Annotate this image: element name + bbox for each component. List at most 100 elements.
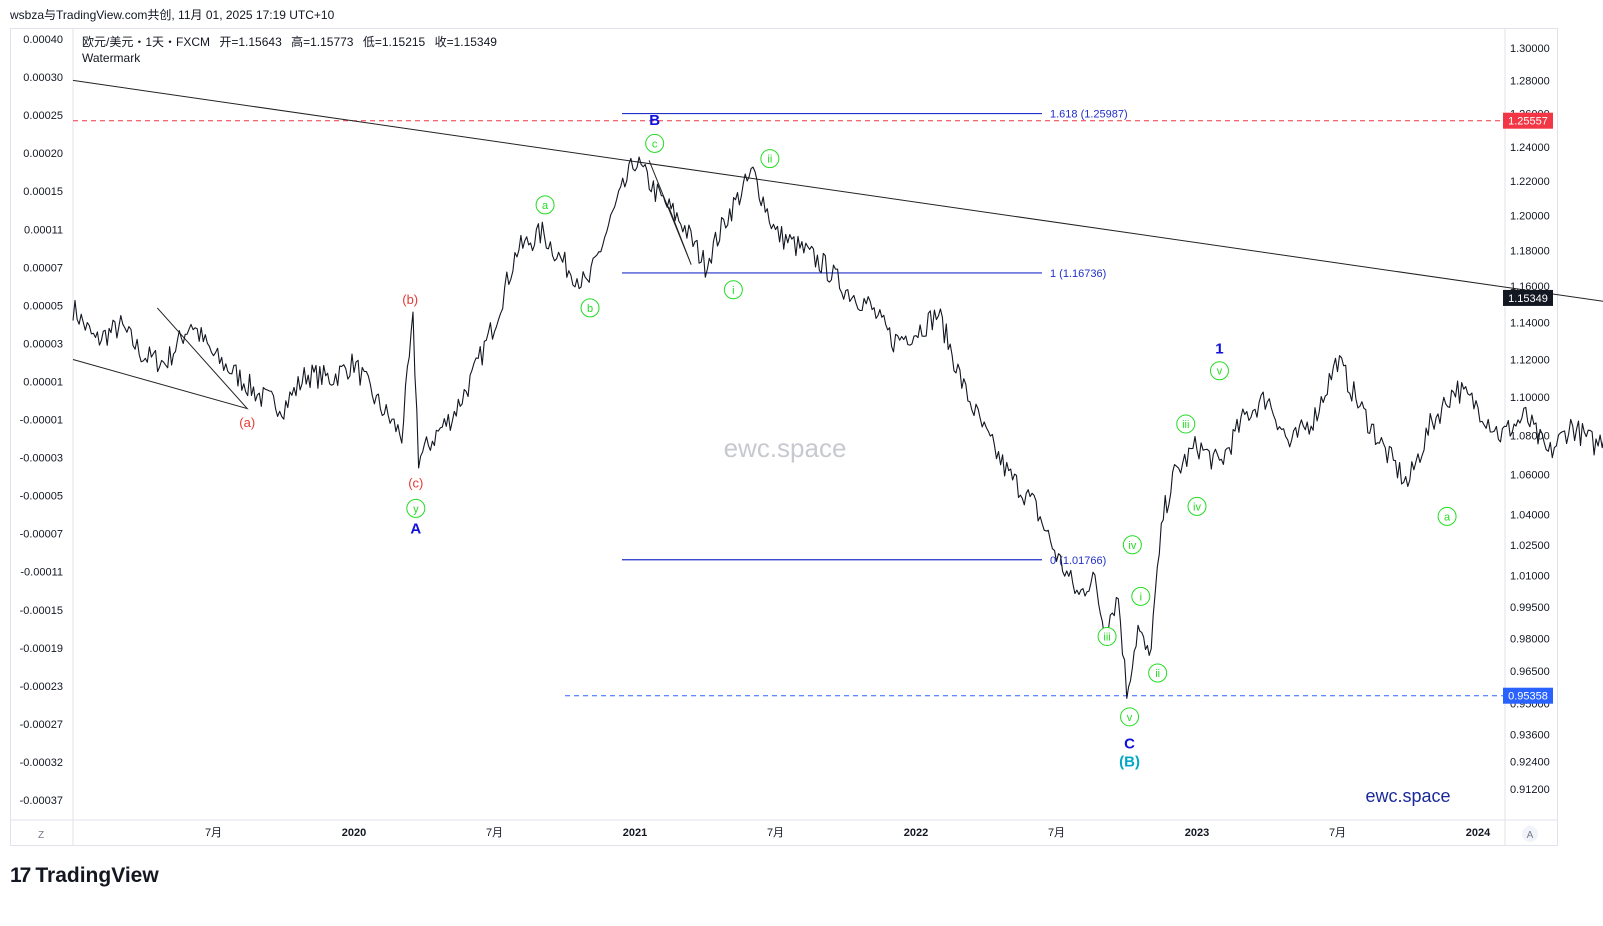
last-price-badge-bg — [1503, 289, 1553, 306]
center-watermark: ewc.space — [724, 433, 847, 463]
tradingview-brand-text: TradingView — [35, 864, 159, 887]
right-axis-tick-label: 0.92400 — [1510, 757, 1550, 769]
wave-label: y — [413, 503, 419, 515]
wave-label-circle — [406, 498, 426, 518]
left-axis-tick-label: 0.00005 — [23, 300, 63, 312]
support-price-badge-bg — [1503, 687, 1553, 704]
left-axis-tick-label: 0.00007 — [23, 262, 63, 274]
right-axis-tick-label: 1.04000 — [1510, 509, 1550, 521]
left-axis-tick-label: -0.00027 — [20, 719, 63, 731]
left-axis-tick-label: -0.00003 — [20, 453, 63, 465]
wave-label-circle — [1437, 506, 1457, 526]
fib-level-label: 0 (1.01766) — [1050, 555, 1106, 567]
left-axis-tick-label: -0.00015 — [20, 605, 63, 617]
left-axis-tick-label: -0.00032 — [20, 757, 63, 769]
wave-labels: (a)(b)(c)yAabcBiiiiviiiiiivC(B)iviiiv1ab… — [239, 112, 1457, 771]
right-axis-tick-label: 1.14000 — [1510, 318, 1550, 330]
time-axis-tick-label: 7月 — [1048, 827, 1065, 839]
time-axis-tick-label: 2020 — [342, 827, 366, 839]
wave-label: a — [542, 200, 549, 212]
symbol-high: 高=1.15773 — [291, 35, 354, 49]
left-axis-tick-label: -0.00019 — [20, 643, 63, 655]
wave-label: iii — [1103, 631, 1110, 643]
wave-label-circle — [1120, 707, 1140, 727]
right-axis-tick-label: 0.99500 — [1510, 602, 1550, 614]
right-axis-tick-label: 1.01000 — [1510, 571, 1550, 583]
symbol-open: 开=1.15643 — [219, 35, 282, 49]
right-axis-tick-label: 1.30000 — [1510, 43, 1550, 55]
left-axis-tick-label: 0.00040 — [23, 34, 63, 46]
wave-label: (b) — [402, 292, 418, 307]
right-axis-tick-label: 1.08000 — [1510, 431, 1550, 443]
left-axis-tick-label: 0.00003 — [23, 338, 63, 350]
tradingview-logo-icon: 17 — [10, 864, 31, 887]
wave-label: i — [1140, 591, 1142, 603]
wave-label-circle — [760, 149, 780, 169]
watermark-label: Watermark — [82, 51, 141, 65]
wave-label-circle — [535, 195, 555, 215]
right-axis-tick-label: 1.06000 — [1510, 470, 1550, 482]
wave-label: a — [1444, 511, 1451, 523]
wave-label: iv — [1193, 501, 1201, 513]
a-button[interactable]: A — [1522, 826, 1538, 842]
resistance-price-badge: 1.25557 — [1508, 116, 1548, 128]
wave-label: (B) — [1119, 754, 1140, 771]
right-axis-tick-label: 0.96500 — [1510, 666, 1550, 678]
wave-label-circle — [1097, 626, 1117, 646]
left-axis-tick-label: -0.00023 — [20, 681, 63, 693]
right-axis-tick-label: 1.18000 — [1510, 245, 1550, 257]
fib-level-label: 1.618 (1.25987) — [1050, 109, 1128, 121]
wave-label: C — [1124, 736, 1135, 753]
wave-channel — [648, 160, 692, 265]
wave-label: B — [649, 112, 660, 129]
a-button-label: A — [1527, 830, 1534, 841]
left-axis-tick-label: 0.00025 — [23, 110, 63, 122]
symbol-legend: 欧元/美元・1天・FXCM 开=1.15643 高=1.15773 低=1.15… — [82, 33, 503, 50]
price-series — [72, 156, 1603, 699]
time-axis-tick-label: 7月 — [486, 827, 503, 839]
wave-label: c — [652, 138, 658, 150]
brand-corner: ewc.space — [1365, 786, 1450, 806]
right-axis-tick-label: 0.98000 — [1510, 634, 1550, 646]
time-axis-tick-label: 7月 — [205, 827, 222, 839]
wave-label: v — [1217, 366, 1223, 378]
left-axis-tick-label: -0.00037 — [20, 795, 63, 807]
level-lines: 1.618 (1.25987) 1 (1.16736) 0 (1.01766) — [73, 109, 1505, 697]
right-axis-tick-label: 0.93600 — [1510, 730, 1550, 742]
wave-label: 1 — [1215, 340, 1223, 357]
left-axis-tick-label: -0.00007 — [20, 529, 63, 541]
snapshot-header: wsbza与TradingView.com共创, 11月 01, 2025 17… — [10, 8, 335, 22]
left-axis-tick-label: -0.00001 — [20, 415, 63, 427]
wave-label: A — [410, 521, 421, 538]
price-line — [72, 156, 1603, 699]
last-price-badge: 1.15349 — [1508, 293, 1548, 305]
wave-label-circle — [1187, 496, 1207, 516]
left-axis-tick-label: 0.00011 — [24, 224, 63, 236]
symbol-low: 低=1.15215 — [362, 35, 426, 49]
time-axis-tick-label: 7月 — [1329, 827, 1346, 839]
wave-label-circle — [580, 298, 600, 318]
wave-label-circle — [1131, 586, 1151, 606]
wave-label: i — [732, 285, 734, 297]
right-axis: 1.300001.280001.260001.240001.220001.200… — [1503, 43, 1553, 796]
z-button-label: Z — [38, 830, 44, 841]
time-axis-tick-label: 2024 — [1466, 827, 1491, 839]
wave-label-circle — [723, 280, 743, 300]
time-axis: 7月20207月20217月20227月20237月20247月20257月20… — [205, 827, 1491, 839]
left-axis: 0.00040 0.00030 0.00025 0.00020 0.00015 0.000… — [20, 34, 63, 807]
z-button[interactable]: Z — [38, 830, 44, 841]
right-axis-tick-label: 1.28000 — [1510, 75, 1550, 87]
wave-label: b — [587, 303, 593, 315]
right-axis-tick-label: 1.24000 — [1510, 142, 1550, 154]
wave-label-circle — [1176, 414, 1196, 434]
left-axis-tick-label: 0.00015 — [23, 186, 63, 198]
wave-label: v — [1127, 712, 1133, 724]
left-axis-tick-label: 0.00030 — [23, 72, 63, 84]
right-axis-tick-label: 1.02500 — [1510, 540, 1550, 552]
left-axis-tick-label: -0.00011 — [20, 567, 63, 579]
wave-channel — [72, 307, 249, 410]
chart-frame — [10, 28, 1558, 846]
right-axis-tick-label: 1.20000 — [1510, 210, 1550, 222]
tradingview-brand[interactable]: 17 TradingView — [10, 864, 159, 888]
